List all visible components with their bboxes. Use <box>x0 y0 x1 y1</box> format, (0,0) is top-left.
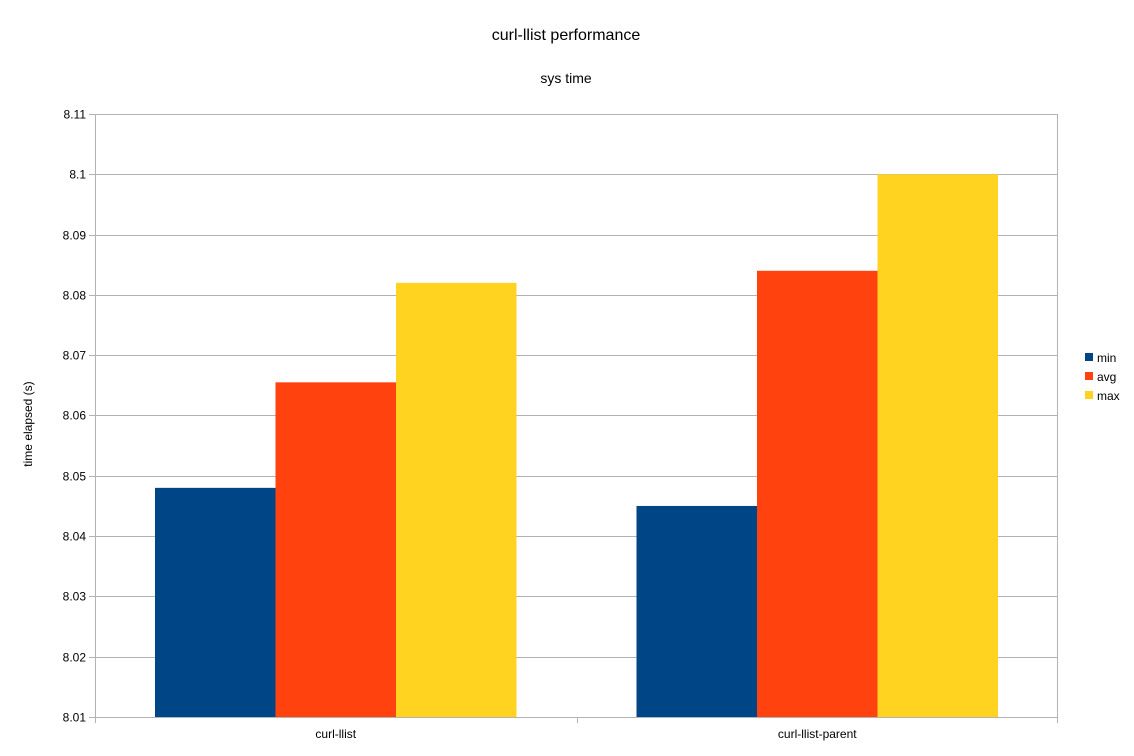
chart-title: curl-llist performance <box>492 27 641 44</box>
y-tick-label: 8.02 <box>63 651 87 665</box>
y-tick-label: 8.1 <box>69 168 86 182</box>
axes: 8.01 8.02 8.03 8.04 8.05 8.06 8.07 8.08 8.09 8.1 8… <box>63 108 1058 741</box>
legend-swatch-avg <box>1085 372 1093 380</box>
legend-label-min: min <box>1097 351 1116 365</box>
y-tick-label: 8.11 <box>64 108 87 122</box>
y-tick-label: 8.05 <box>63 470 87 484</box>
bar-avg-1 <box>757 270 878 717</box>
x-tick-label: curl-llist-parent <box>778 727 857 741</box>
bar-min-1 <box>636 505 757 717</box>
bars <box>155 174 998 718</box>
bar-avg-0 <box>275 382 396 717</box>
y-tick-label: 8.06 <box>63 409 87 423</box>
bar-max-1 <box>877 174 998 718</box>
y-tick-label: 8.09 <box>63 229 87 243</box>
y-tick-label: 8.08 <box>63 289 87 303</box>
y-tick-label: 8.03 <box>63 590 87 604</box>
x-tick-label: curl-llist <box>315 727 356 741</box>
chart-subtitle: sys time <box>540 70 592 86</box>
legend-swatch-max <box>1085 391 1093 399</box>
legend: min avg max <box>1085 351 1120 403</box>
legend-label-avg: avg <box>1097 370 1116 384</box>
legend-swatch-min <box>1085 353 1093 361</box>
y-tick-label: 8.07 <box>63 349 87 363</box>
y-tick-label: 8.01 <box>63 711 87 725</box>
legend-label-max: max <box>1097 389 1120 403</box>
bar-min-0 <box>155 487 276 717</box>
bar-max-0 <box>396 282 517 717</box>
y-axis-label: time elapsed (s) <box>21 381 35 466</box>
y-tick-label: 8.04 <box>63 530 87 544</box>
